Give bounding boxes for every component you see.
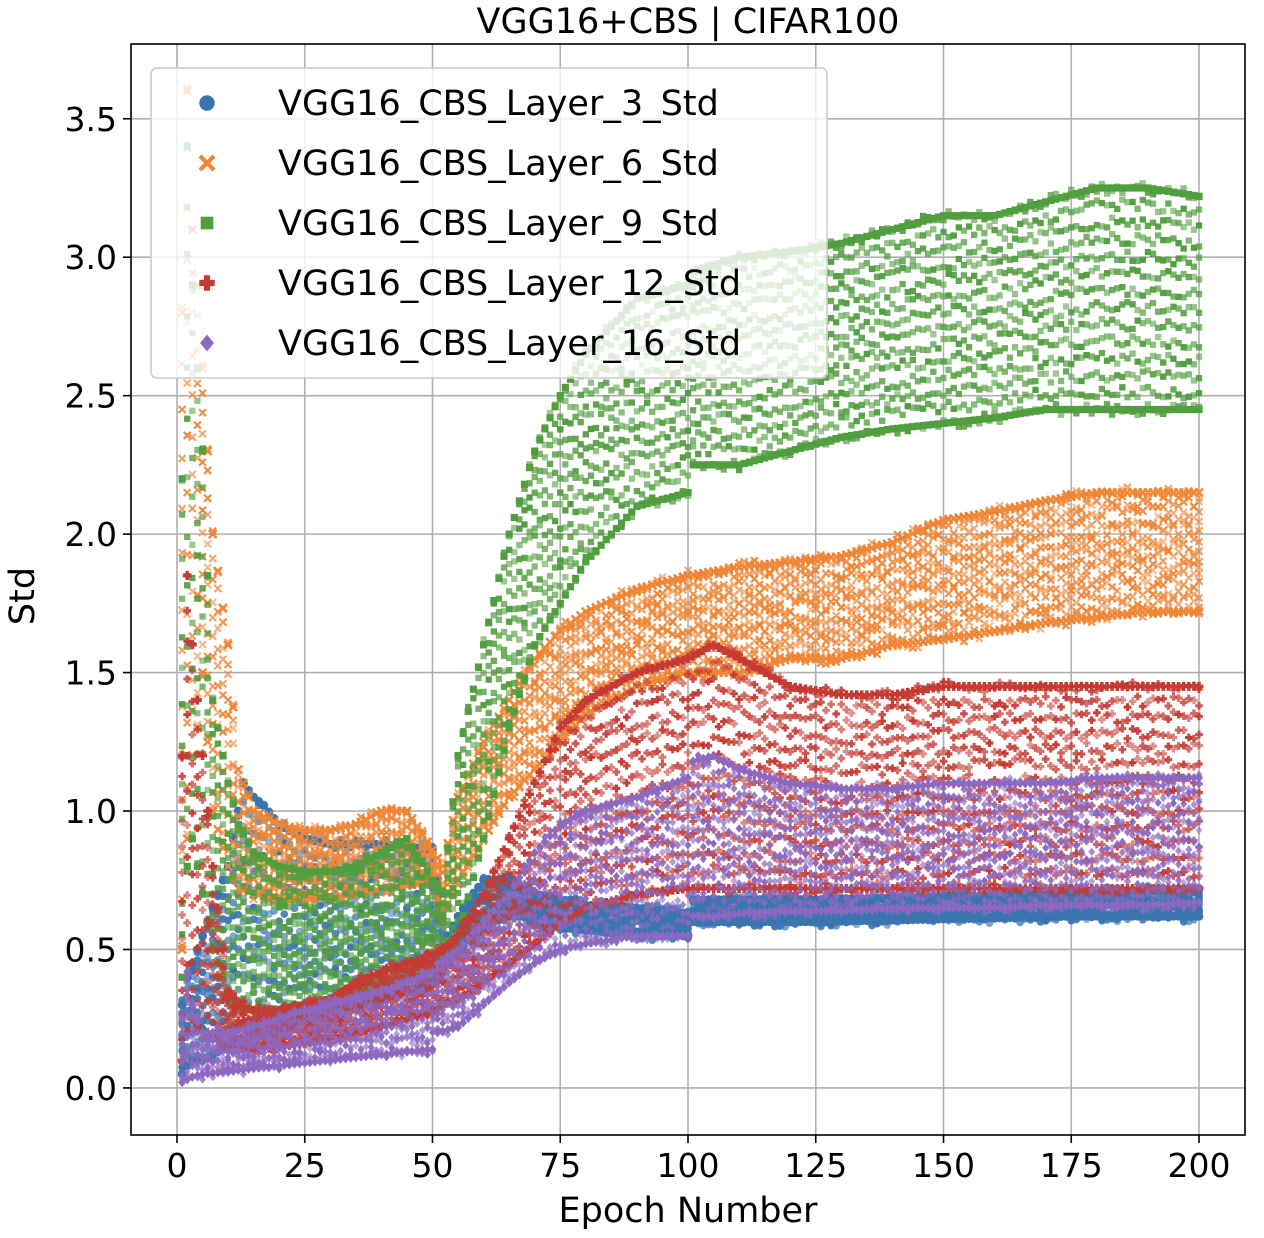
data-point xyxy=(377,924,386,933)
data-point xyxy=(193,963,202,971)
data-point xyxy=(229,932,238,941)
data-point xyxy=(203,953,212,962)
data-point xyxy=(254,916,263,925)
data-point xyxy=(331,964,340,973)
data-point xyxy=(198,931,207,941)
data-point xyxy=(224,916,232,925)
data-point xyxy=(229,898,238,907)
data-point xyxy=(290,904,299,913)
data-point xyxy=(280,988,289,997)
data-point xyxy=(357,926,365,935)
data-point xyxy=(208,993,217,1002)
data-point xyxy=(280,910,289,918)
data-point xyxy=(259,801,269,810)
data-point xyxy=(280,932,289,941)
data-point xyxy=(300,944,309,952)
data-point xyxy=(346,965,355,974)
data-point xyxy=(413,914,422,923)
data-points xyxy=(177,83,1204,1088)
data-point xyxy=(295,961,304,970)
data-point xyxy=(346,943,355,951)
data-point xyxy=(367,925,376,934)
data-point xyxy=(321,933,330,942)
data-point xyxy=(1194,911,1204,921)
data-point xyxy=(254,940,263,949)
data-point xyxy=(224,936,232,945)
data-point xyxy=(234,910,243,919)
data-point xyxy=(265,958,273,967)
data-point xyxy=(270,907,278,915)
data-point xyxy=(275,925,284,934)
data-point xyxy=(372,931,381,940)
